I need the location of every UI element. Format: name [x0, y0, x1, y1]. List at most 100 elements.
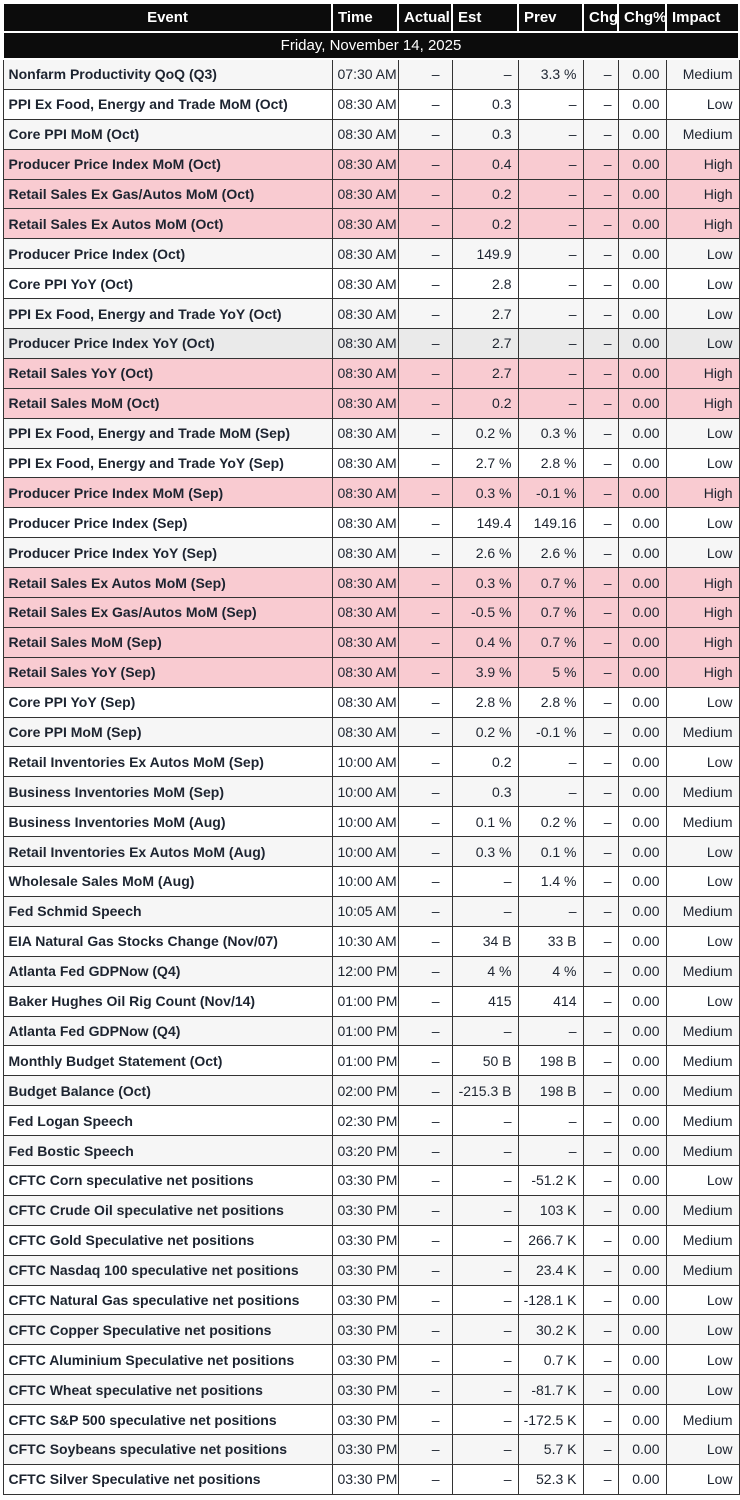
table-row[interactable]: Retail Sales Ex Gas/Autos MoM (Oct) 08:30… — [2, 178, 740, 210]
event-cell[interactable]: Retail Sales YoY (Oct) — [2, 357, 333, 389]
table-row[interactable]: EIA Natural Gas Stocks Change (Nov/07) 10… — [2, 925, 740, 957]
table-row[interactable]: Business Inventories MoM (Aug) 10:00 AM –0… — [2, 806, 740, 838]
event-cell[interactable]: CFTC Nasdaq 100 speculative net position… — [2, 1254, 333, 1286]
table-row[interactable]: CFTC Natural Gas speculative net positio… — [2, 1284, 740, 1316]
event-cell[interactable]: PPI Ex Food, Energy and Trade YoY (Oct) — [2, 298, 333, 330]
table-row[interactable]: CFTC S&P 500 speculative net positions 03… — [2, 1404, 740, 1435]
table-row[interactable]: Producer Price Index (Sep) 08:30 AM –149.4… — [2, 507, 740, 539]
table-row[interactable]: Retail Sales Ex Autos MoM (Sep) 08:30 AM –… — [2, 567, 740, 599]
impact-cell: Medium — [665, 776, 740, 808]
event-cell[interactable]: Producer Price Index YoY (Sep) — [2, 537, 333, 569]
event-cell[interactable]: Retail Inventories Ex Autos MoM (Sep) — [2, 746, 333, 778]
event-cell[interactable]: EIA Natural Gas Stocks Change (Nov/07) — [2, 925, 333, 957]
table-row[interactable]: Core PPI MoM (Oct) 08:30 AM –0.3– –0.00 Medi… — [2, 118, 740, 150]
event-cell[interactable]: Core PPI MoM (Sep) — [2, 716, 333, 748]
event-cell[interactable]: Core PPI MoM (Oct) — [2, 118, 333, 150]
table-row[interactable]: CFTC Gold Speculative net positions 03:30… — [2, 1224, 740, 1256]
table-row[interactable]: Producer Price Index (Oct) 08:30 AM –149.9… — [2, 238, 740, 270]
table-row[interactable]: Core PPI MoM (Sep) 08:30 AM –0.2 % -0.1 % –0… — [2, 716, 740, 748]
event-cell[interactable]: Retail Sales MoM (Sep) — [2, 626, 333, 658]
table-row[interactable]: Fed Bostic Speech 03:20 PM – – – –0.00 Medium — [2, 1135, 740, 1166]
event-cell[interactable]: Retail Sales Ex Autos MoM (Sep) — [2, 567, 333, 599]
event-cell[interactable]: Retail Sales YoY (Sep) — [2, 656, 333, 688]
table-row[interactable]: Producer Price Index MoM (Oct) 08:30 AM –0… — [2, 148, 740, 180]
event-cell[interactable]: PPI Ex Food, Energy and Trade MoM (Sep) — [2, 417, 333, 449]
event-cell[interactable]: Fed Schmid Speech — [2, 895, 333, 927]
event-cell[interactable]: CFTC Aluminium Speculative net positions — [2, 1344, 333, 1376]
event-cell[interactable]: Retail Inventories Ex Autos MoM (Aug) — [2, 836, 333, 868]
event-cell[interactable]: Wholesale Sales MoM (Aug) — [2, 866, 333, 897]
table-row[interactable]: PPI Ex Food, Energy and Trade YoY (Sep) 0… — [2, 447, 740, 479]
event-cell[interactable]: Retail Sales MoM (Oct) — [2, 387, 333, 419]
event-cell[interactable]: Baker Hughes Oil Rig Count (Nov/14) — [2, 985, 333, 1017]
event-cell[interactable]: CFTC Copper Speculative net positions — [2, 1314, 333, 1346]
table-row[interactable]: Fed Logan Speech 02:30 PM – – – –0.00 Medium — [2, 1105, 740, 1137]
event-cell[interactable]: Retail Sales Ex Gas/Autos MoM (Sep) — [2, 597, 333, 628]
table-row[interactable]: Atlanta Fed GDPNow (Q4) 12:00 PM –4 % 4 % –0… — [2, 955, 740, 987]
event-cell[interactable]: CFTC Crude Oil speculative net positions — [2, 1194, 333, 1226]
event-cell[interactable]: Fed Logan Speech — [2, 1105, 333, 1137]
table-row[interactable]: Retail Inventories Ex Autos MoM (Aug) 10:… — [2, 836, 740, 868]
table-row[interactable]: Producer Price Index YoY (Oct) 08:30 AM –2… — [2, 328, 740, 359]
event-cell[interactable]: Business Inventories MoM (Aug) — [2, 806, 333, 838]
table-row[interactable]: Business Inventories MoM (Sep) 10:00 AM –0… — [2, 776, 740, 808]
time-cell: 10:05 AM — [331, 895, 399, 927]
table-row[interactable]: Retail Sales Ex Gas/Autos MoM (Sep) 08:30… — [2, 597, 740, 628]
table-row[interactable]: Retail Sales YoY (Sep) 08:30 AM –3.9 % 5 % –… — [2, 656, 740, 688]
event-cell[interactable]: Business Inventories MoM (Sep) — [2, 776, 333, 808]
table-row[interactable]: Retail Sales Ex Autos MoM (Oct) 08:30 AM –… — [2, 208, 740, 240]
chgpct-cell: 0.00 — [617, 1015, 667, 1047]
table-row[interactable]: Budget Balance (Oct) 02:00 PM – -215.3 B 198… — [2, 1075, 740, 1107]
event-cell[interactable]: CFTC Wheat speculative net positions — [2, 1374, 333, 1406]
table-row[interactable]: Retail Sales YoY (Oct) 08:30 AM –2.7– –0.00… — [2, 357, 740, 389]
event-cell[interactable]: Core PPI YoY (Oct) — [2, 268, 333, 300]
table-row[interactable]: Core PPI YoY (Oct) 08:30 AM –2.8– –0.00 Low — [2, 268, 740, 300]
table-row[interactable]: CFTC Aluminium Speculative net positions… — [2, 1344, 740, 1376]
table-row[interactable]: Retail Sales MoM (Sep) 08:30 AM –0.4 % 0.7 … — [2, 626, 740, 658]
table-row[interactable]: CFTC Soybeans speculative net positions 0… — [2, 1433, 740, 1465]
table-row[interactable]: Wholesale Sales MoM (Aug) 10:00 AM – –1.4 %… — [2, 866, 740, 897]
table-row[interactable]: Retail Inventories Ex Autos MoM (Sep) 10:… — [2, 746, 740, 778]
table-row[interactable]: CFTC Copper Speculative net positions 03:… — [2, 1314, 740, 1346]
table-row[interactable]: Nonfarm Productivity QoQ (Q3) 07:30 AM – –3… — [2, 58, 740, 90]
event-cell[interactable]: Atlanta Fed GDPNow (Q4) — [2, 955, 333, 987]
event-cell[interactable]: Fed Bostic Speech — [2, 1135, 333, 1166]
table-row[interactable]: Retail Sales MoM (Oct) 08:30 AM –0.2– –0.00… — [2, 387, 740, 419]
table-row[interactable]: CFTC Nasdaq 100 speculative net position… — [2, 1254, 740, 1286]
event-cell[interactable]: Producer Price Index (Oct) — [2, 238, 333, 270]
table-row[interactable]: PPI Ex Food, Energy and Trade YoY (Oct) 0… — [2, 298, 740, 330]
event-cell[interactable]: Nonfarm Productivity QoQ (Q3) — [2, 58, 333, 90]
event-cell[interactable]: CFTC Natural Gas speculative net positio… — [2, 1284, 333, 1316]
table-row[interactable]: Fed Schmid Speech 10:05 AM – – – –0.00 Medium — [2, 895, 740, 927]
impact-cell: Medium — [665, 1135, 740, 1166]
event-cell[interactable]: Producer Price Index MoM (Oct) — [2, 148, 333, 180]
table-row[interactable]: CFTC Wheat speculative net positions 03:3… — [2, 1374, 740, 1406]
table-row[interactable]: Producer Price Index YoY (Sep) 08:30 AM –2… — [2, 537, 740, 569]
event-cell[interactable]: CFTC Gold Speculative net positions — [2, 1224, 333, 1256]
table-row[interactable]: Atlanta Fed GDPNow (Q4) 01:00 PM – – – –0.00 M… — [2, 1015, 740, 1047]
table-row[interactable]: Core PPI YoY (Sep) 08:30 AM –2.8 % 2.8 % –0.… — [2, 686, 740, 718]
table-row[interactable]: CFTC Crude Oil speculative net positions… — [2, 1194, 740, 1226]
event-cell[interactable]: Producer Price Index (Sep) — [2, 507, 333, 539]
table-row[interactable]: PPI Ex Food, Energy and Trade MoM (Sep) 0… — [2, 417, 740, 449]
event-cell[interactable]: Retail Sales Ex Gas/Autos MoM (Oct) — [2, 178, 333, 210]
event-cell[interactable]: CFTC Silver Speculative net positions — [2, 1463, 333, 1495]
event-cell[interactable]: Monthly Budget Statement (Oct) — [2, 1045, 333, 1077]
event-cell[interactable]: Core PPI YoY (Sep) — [2, 686, 333, 718]
event-cell[interactable]: Atlanta Fed GDPNow (Q4) — [2, 1015, 333, 1047]
event-cell[interactable]: Retail Sales Ex Autos MoM (Oct) — [2, 208, 333, 240]
table-row[interactable]: CFTC Corn speculative net positions 03:30… — [2, 1164, 740, 1196]
table-row[interactable]: PPI Ex Food, Energy and Trade MoM (Oct) 0… — [2, 88, 740, 120]
event-cell[interactable]: PPI Ex Food, Energy and Trade MoM (Oct) — [2, 88, 333, 120]
table-row[interactable]: Baker Hughes Oil Rig Count (Nov/14) 01:00… — [2, 985, 740, 1017]
event-cell[interactable]: Producer Price Index MoM (Sep) — [2, 477, 333, 509]
event-cell[interactable]: CFTC Soybeans speculative net positions — [2, 1433, 333, 1465]
event-cell[interactable]: PPI Ex Food, Energy and Trade YoY (Sep) — [2, 447, 333, 479]
table-row[interactable]: Monthly Budget Statement (Oct) 01:00 PM –5… — [2, 1045, 740, 1077]
event-cell[interactable]: CFTC Corn speculative net positions — [2, 1164, 333, 1196]
event-cell[interactable]: CFTC S&P 500 speculative net positions — [2, 1404, 333, 1435]
table-row[interactable]: Producer Price Index MoM (Sep) 08:30 AM –0… — [2, 477, 740, 509]
event-cell[interactable]: Budget Balance (Oct) — [2, 1075, 333, 1107]
table-row[interactable]: CFTC Silver Speculative net positions 03:… — [2, 1463, 740, 1495]
event-cell[interactable]: Producer Price Index YoY (Oct) — [2, 328, 333, 359]
